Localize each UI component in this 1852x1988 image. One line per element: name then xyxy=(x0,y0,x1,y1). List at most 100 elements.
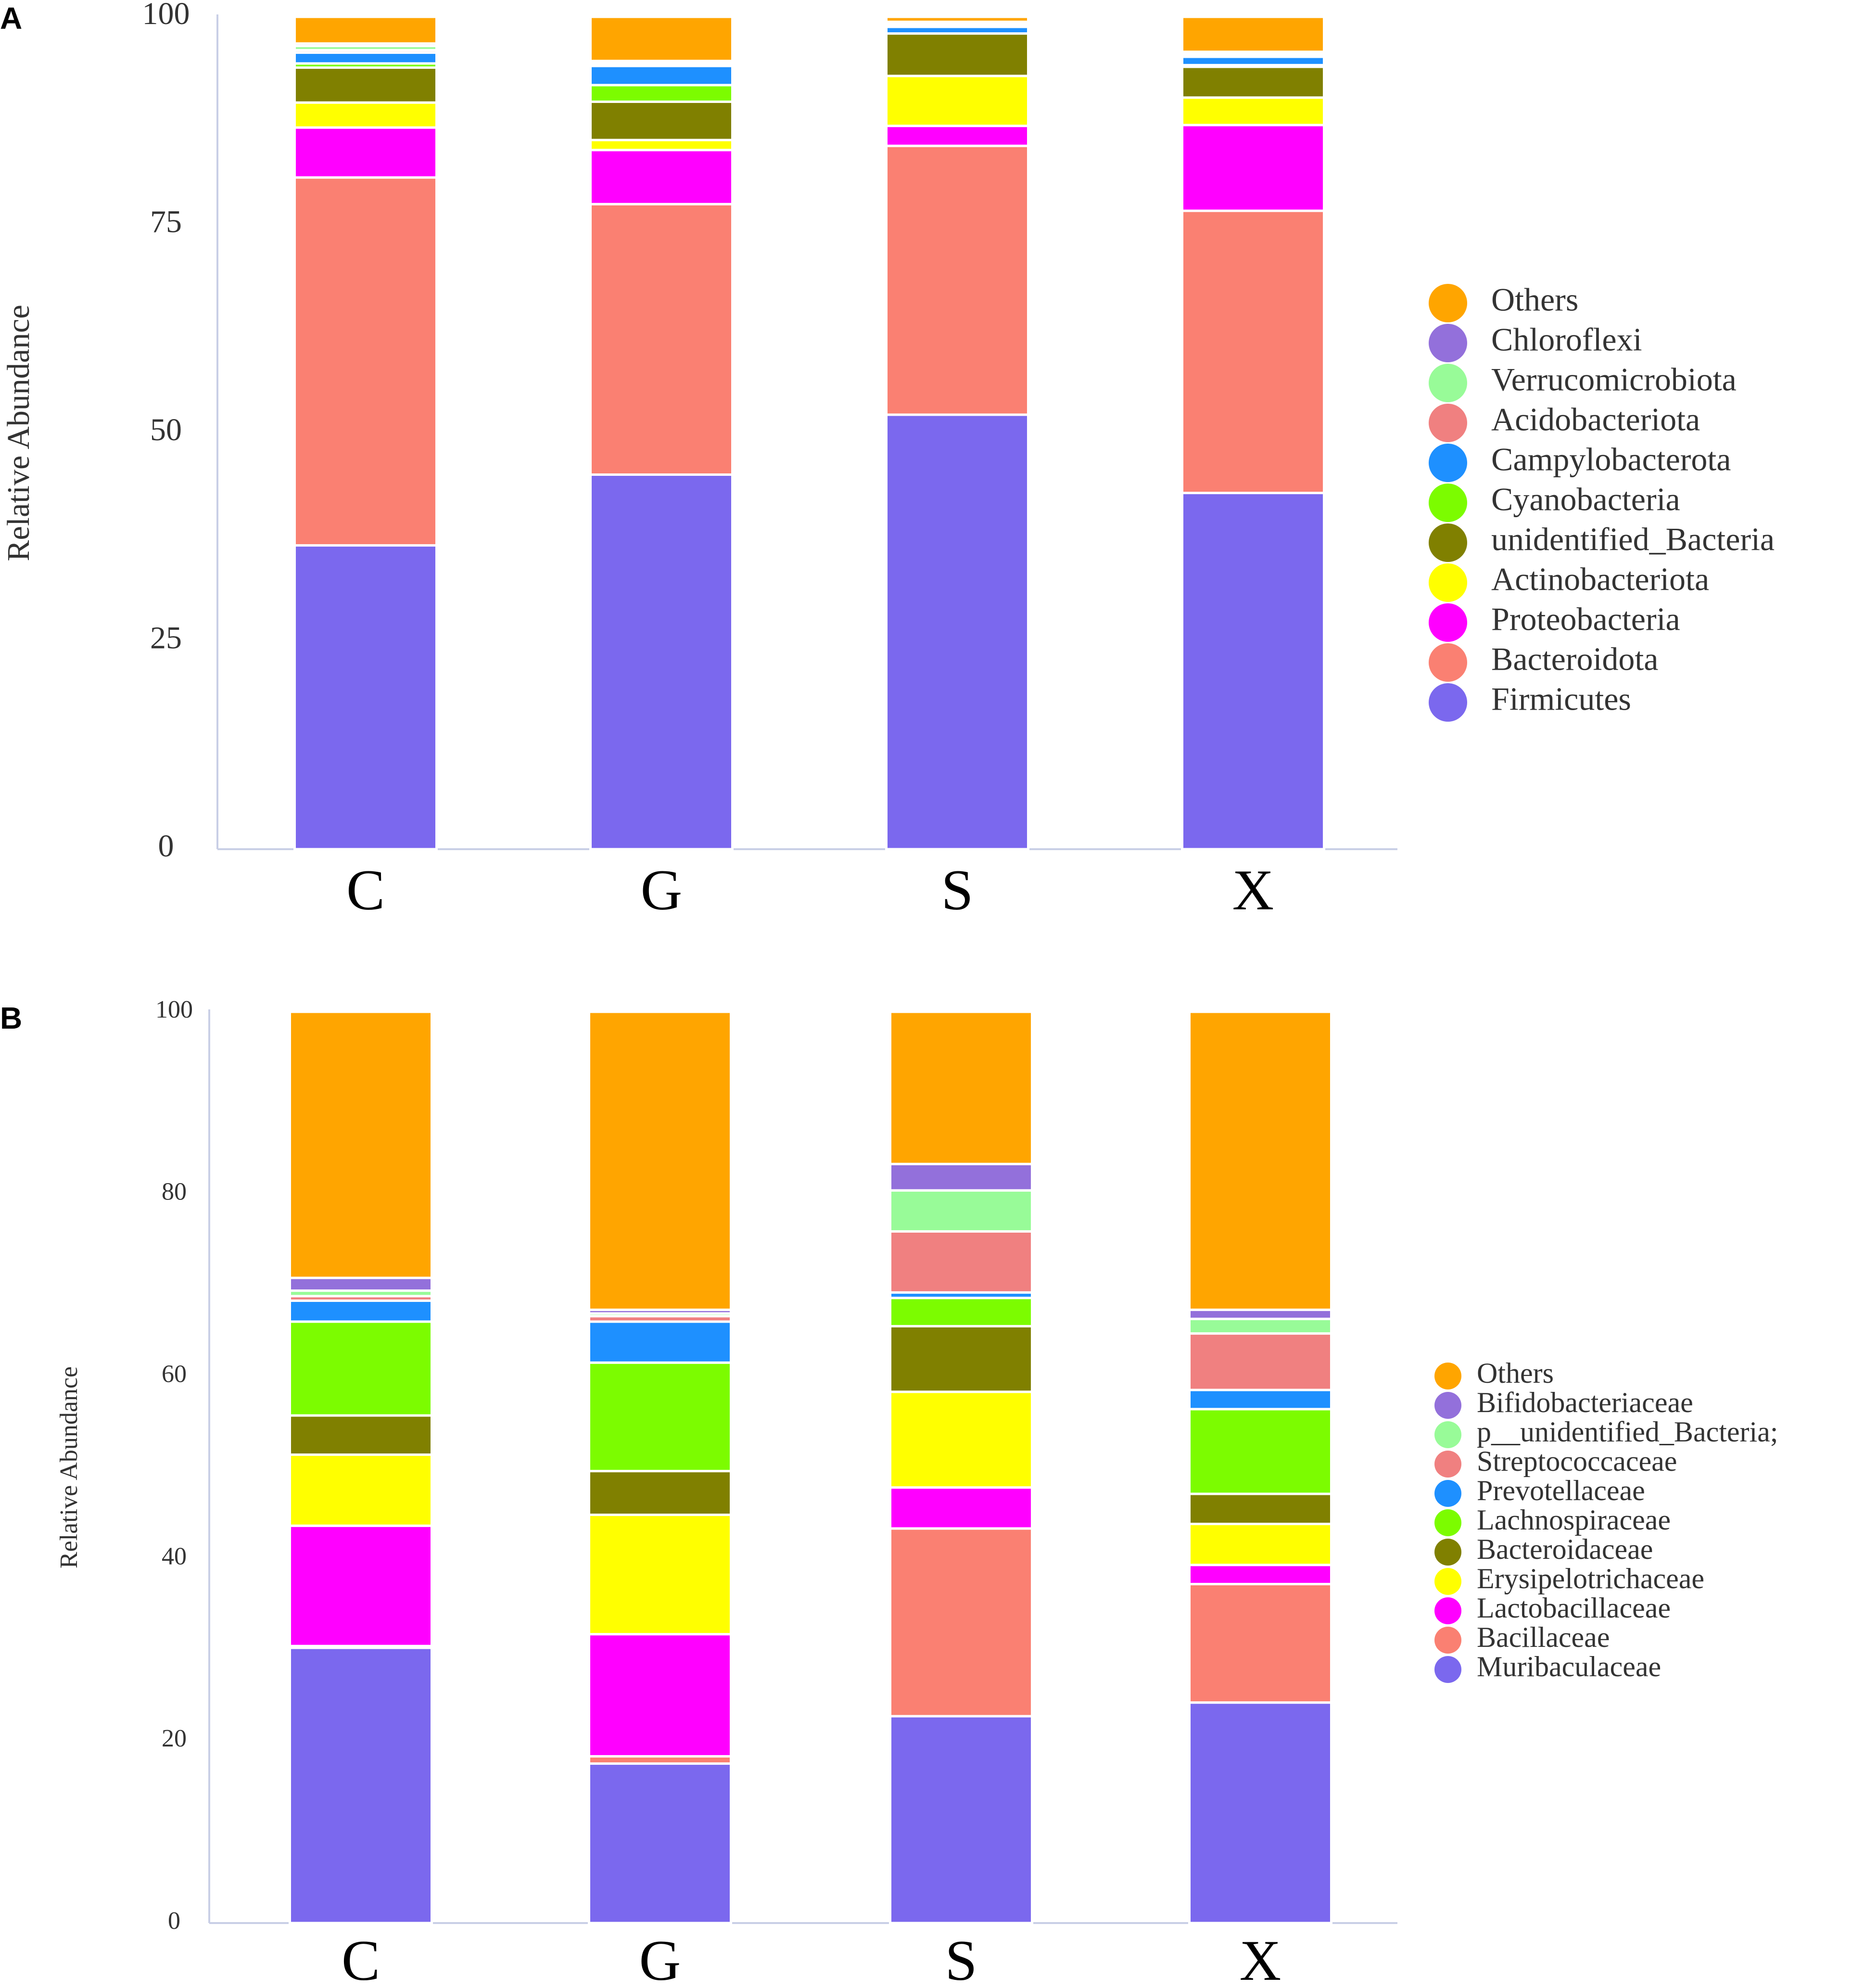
legend-item: Lachnospiraceae xyxy=(1434,1504,1671,1536)
legend-label: Firmicutes xyxy=(1491,681,1631,717)
panel-a-category-label: S xyxy=(941,858,974,922)
bar-segment-firmicutes xyxy=(293,544,438,851)
bar-segment-lactobacillaceae xyxy=(1188,1564,1332,1585)
bar-segment-proteobacteria xyxy=(293,126,438,179)
panel-label-b: B xyxy=(0,1001,22,1035)
bar-segment-bacteroidota xyxy=(293,176,438,547)
bar-segment-bifidobacteriaceae xyxy=(1188,1308,1332,1320)
panel-a-y-tick-label: 100 xyxy=(142,0,190,31)
legend-swatch xyxy=(1434,1451,1461,1478)
bar-segment-actinobacteriota xyxy=(293,101,438,129)
bar-segment-erysipelotrichaceae xyxy=(289,1453,433,1527)
panel-b-y-tick-label: 40 xyxy=(162,1542,187,1570)
bar-segment-unidentified-bacteria xyxy=(885,32,1029,77)
legend-item: Lactobacillaceae xyxy=(1434,1592,1671,1624)
legend-label: Acidobacteriota xyxy=(1491,401,1700,438)
legend-label: Bifidobacteriaceae xyxy=(1477,1387,1693,1418)
panel-a-y-tick-label: 25 xyxy=(150,621,182,656)
panel-a: A 0 25 50 75 100 Relative Abundance C G S X Others… xyxy=(0,0,1775,922)
bar-segment-others xyxy=(588,1010,732,1311)
bar-segment-muribaculaceae xyxy=(588,1762,732,1924)
bar-segment-muribaculaceae xyxy=(889,1715,1033,1924)
legend-swatch xyxy=(1429,563,1467,602)
bar-segment-others xyxy=(885,15,1029,23)
panel-b-y-tick-label: 60 xyxy=(162,1361,187,1388)
bar-segment-prevotellaceae xyxy=(1188,1389,1332,1411)
bar-segment-erysipelotrichaceae xyxy=(889,1390,1033,1489)
legend-label: Chloroflexi xyxy=(1491,321,1642,358)
legend-swatch xyxy=(1429,523,1467,562)
legend-swatch xyxy=(1429,643,1467,682)
legend-item: Muribaculaceae xyxy=(1434,1651,1661,1683)
panel-label-a: A xyxy=(0,1,22,36)
panel-b-category-label: S xyxy=(945,1928,977,1988)
bar-segment-erysipelotrichaceae xyxy=(1188,1522,1332,1567)
legend-item: Bifidobacteriaceae xyxy=(1434,1387,1693,1419)
bar-segment-firmicutes xyxy=(1181,492,1325,851)
legend-swatch xyxy=(1429,404,1467,442)
legend-swatch xyxy=(1434,1392,1461,1419)
bar-segment-unidentified-bacteria xyxy=(1181,65,1325,99)
legend-label: Streptococcaceae xyxy=(1477,1445,1677,1477)
bar-segment-lachnospiraceae xyxy=(588,1361,732,1473)
legend-label: Lactobacillaceae xyxy=(1477,1592,1671,1624)
legend-label: Actinobacteriota xyxy=(1491,561,1709,598)
bar-segment-p-unidentified-bacteria xyxy=(889,1189,1033,1233)
legend-label: Prevotellaceae xyxy=(1477,1475,1645,1506)
bar-segment-actinobacteriota xyxy=(885,75,1029,127)
legend-swatch xyxy=(1434,1421,1461,1448)
legend-swatch xyxy=(1429,324,1467,362)
bar-segment-p-unidentified-bacteria xyxy=(1188,1317,1332,1335)
legend-label: Campylobacterota xyxy=(1491,441,1731,478)
legend-swatch xyxy=(1429,683,1467,722)
legend-swatch xyxy=(1429,444,1467,482)
bar-segment-lactobacillaceae xyxy=(588,1633,732,1758)
legend-item: Actinobacteriota xyxy=(1429,561,1709,602)
bar-segment-others xyxy=(889,1010,1033,1165)
bar-segment-firmicutes xyxy=(589,473,734,851)
legend-item: Others xyxy=(1434,1357,1554,1389)
bar-segment-bacteroidaceae xyxy=(588,1470,732,1516)
bar-segment-campylobacterota xyxy=(1181,55,1325,66)
panel-a-category-label: G xyxy=(641,858,683,922)
panel-b-bar-c xyxy=(289,1010,433,1924)
legend-swatch xyxy=(1434,1539,1461,1566)
legend-swatch xyxy=(1429,484,1467,522)
legend-item: Chloroflexi xyxy=(1429,321,1642,362)
panel-b-bar-s xyxy=(889,1010,1033,1924)
panel-a-bar-c xyxy=(293,15,438,851)
panel-a-category-label: C xyxy=(346,858,385,922)
legend-label: Erysipelotrichaceae xyxy=(1477,1563,1704,1594)
legend-label: Proteobacteria xyxy=(1491,601,1680,637)
bar-segment-others xyxy=(1181,15,1325,53)
legend-label: Others xyxy=(1477,1357,1554,1389)
bar-segment-prevotellaceae xyxy=(289,1299,433,1323)
legend-item: Firmicutes xyxy=(1429,681,1631,722)
bar-segment-lachnospiraceae xyxy=(1188,1408,1332,1495)
panel-a-legend: OthersChloroflexiVerrucomicrobiotaAcidob… xyxy=(1429,281,1775,722)
legend-item: Bacteroidota xyxy=(1429,641,1658,682)
legend-label: Bacteroidaceae xyxy=(1477,1533,1653,1565)
panel-b-bar-g xyxy=(588,1010,732,1924)
bar-segment-others xyxy=(293,15,438,45)
bar-segment-erysipelotrichaceae xyxy=(588,1513,732,1636)
bar-segment-lachnospiraceae xyxy=(889,1297,1033,1327)
panel-a-y-axis-title: Relative Abundance xyxy=(1,305,36,561)
bar-segment-bacteroidaceae xyxy=(889,1325,1033,1393)
bar-segment-bifidobacteriaceae xyxy=(889,1162,1033,1192)
panel-b-bar-x xyxy=(1188,1010,1332,1924)
bar-segment-streptococcaceae xyxy=(889,1230,1033,1294)
bar-segment-bacteroidota xyxy=(589,203,734,476)
bar-segment-campylobacterota xyxy=(293,51,438,65)
legend-item: Verrucomicrobiota xyxy=(1429,361,1737,402)
legend-item: Streptococcaceae xyxy=(1434,1445,1677,1478)
bar-segment-prevotellaceae xyxy=(588,1320,732,1364)
panel-b-category-label: G xyxy=(639,1928,681,1988)
bar-segment-others xyxy=(1188,1010,1332,1311)
legend-item: Erysipelotrichaceae xyxy=(1434,1563,1704,1595)
bar-segment-firmicutes xyxy=(885,413,1029,851)
legend-item: Proteobacteria xyxy=(1429,601,1680,642)
legend-item: Prevotellaceae xyxy=(1434,1475,1645,1507)
legend-swatch xyxy=(1434,1509,1461,1536)
bar-segment-bacteroidaceae xyxy=(289,1414,433,1456)
